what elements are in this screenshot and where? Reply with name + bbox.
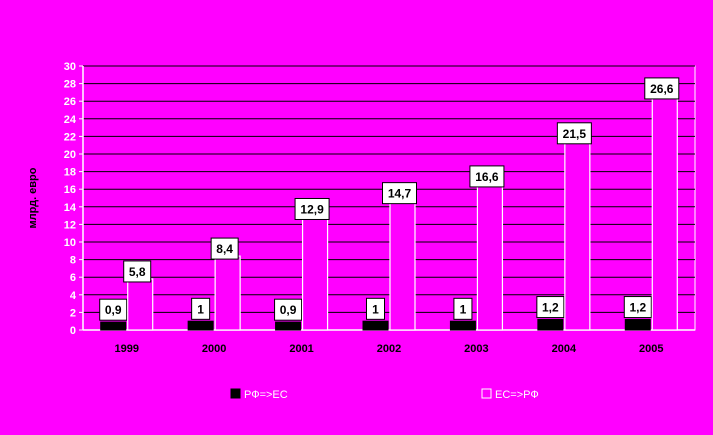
data-label-rf-to-eu-box [274, 298, 303, 321]
bar-rf-to-eu [362, 320, 389, 331]
data-label-rf-to-eu: 0,9 [105, 303, 122, 317]
x-tick-label: 2002 [377, 343, 401, 355]
y-tick-label: 26 [64, 96, 76, 108]
legend-swatch-rf-to-eu [230, 388, 241, 399]
data-label-eu-to-rf: 16,6 [475, 170, 499, 184]
y-tick-label: 6 [70, 272, 76, 284]
bar-eu-to-rf [214, 255, 241, 331]
y-tick-label: 22 [64, 131, 76, 143]
legend-label-eu-to-rf: ЕС=>РФ [495, 389, 539, 401]
y-tick-label: 10 [64, 237, 76, 249]
y-axis-title: млрд. евро [27, 167, 39, 228]
legend-label-rf-to-eu: РФ=>ЕС [244, 389, 288, 401]
data-label-rf-to-eu: 1 [197, 302, 204, 316]
bar-rf-to-eu [537, 318, 564, 331]
x-tick-label: 1999 [114, 343, 138, 355]
data-label-eu-to-rf: 12,9 [300, 202, 324, 216]
bar-eu-to-rf [127, 278, 154, 331]
data-label-rf-to-eu-box [191, 297, 211, 320]
y-tick-label: 12 [64, 219, 76, 231]
x-tick-label: 2004 [552, 343, 577, 355]
data-label-rf-to-eu-box [536, 296, 565, 319]
data-label-eu-to-rf: 26,6 [650, 82, 674, 96]
legend-swatch-eu-to-rf [481, 388, 492, 399]
data-label-rf-to-eu-box [453, 297, 473, 320]
data-label-eu-to-rf-box [556, 122, 592, 145]
data-label-rf-to-eu: 0,9 [280, 303, 297, 317]
data-label-rf-to-eu: 1 [460, 302, 467, 316]
data-label-eu-to-rf: 21,5 [563, 127, 587, 141]
data-label-eu-to-rf-box [210, 237, 239, 260]
data-label-eu-to-rf-box [294, 197, 330, 220]
data-label-rf-to-eu: 1,2 [629, 301, 646, 315]
x-tick-label: 2000 [202, 343, 226, 355]
data-label-rf-to-eu-box [623, 296, 652, 319]
data-label-eu-to-rf: 5,8 [129, 265, 146, 279]
data-label-eu-to-rf: 8,4 [216, 242, 233, 256]
y-tick-label: 28 [64, 79, 76, 91]
data-label-rf-to-eu: 1,2 [542, 301, 559, 315]
data-label-eu-to-rf: 14,7 [388, 187, 412, 201]
data-label-rf-to-eu-box [99, 298, 128, 321]
y-tick-label: 30 [64, 61, 76, 73]
y-tick-label: 14 [64, 202, 77, 214]
y-tick-label: 20 [64, 149, 76, 161]
data-label-eu-to-rf-box [469, 165, 505, 188]
bar-eu-to-rf [651, 95, 678, 331]
bar-rf-to-eu [187, 320, 214, 331]
x-tick-label: 2001 [289, 343, 313, 355]
y-tick-label: 18 [64, 167, 76, 179]
y-tick-label: 0 [70, 325, 76, 337]
data-label-rf-to-eu-box [366, 297, 385, 320]
x-tick-label: 2005 [639, 343, 663, 355]
y-tick-label: 24 [64, 114, 77, 126]
bar-rf-to-eu [275, 321, 302, 331]
y-tick-label: 4 [70, 290, 77, 302]
x-tick-label: 2003 [464, 343, 488, 355]
data-label-eu-to-rf-box [123, 260, 152, 283]
y-tick-label: 8 [70, 255, 76, 267]
bar-rf-to-eu [449, 320, 476, 331]
bar-rf-to-eu [624, 318, 651, 331]
data-label-eu-to-rf-box [644, 77, 680, 100]
bar-rf-to-eu [100, 321, 127, 331]
bar-eu-to-rf [476, 183, 504, 331]
y-tick-label: 16 [64, 184, 76, 196]
bar-eu-to-rf [301, 215, 329, 331]
data-label-rf-to-eu: 1 [372, 302, 379, 316]
data-label-eu-to-rf-box [382, 182, 417, 205]
bar-eu-to-rf [564, 140, 591, 331]
y-tick-label: 2 [70, 307, 76, 319]
bar-eu-to-rf [389, 200, 416, 331]
